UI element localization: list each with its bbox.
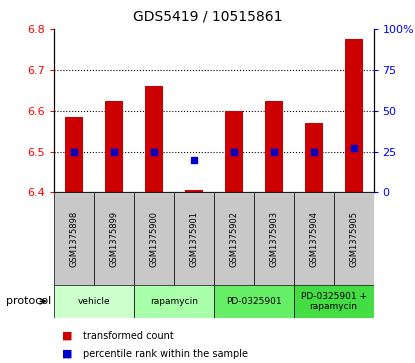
Point xyxy=(110,149,117,155)
Bar xyxy=(305,123,322,192)
Point xyxy=(310,149,317,155)
Bar xyxy=(254,192,294,285)
Text: GDS5419 / 10515861: GDS5419 / 10515861 xyxy=(133,9,282,23)
Text: transformed count: transformed count xyxy=(83,331,174,341)
Bar xyxy=(294,285,374,318)
Bar xyxy=(94,192,134,285)
Bar xyxy=(54,285,134,318)
Bar xyxy=(225,111,243,192)
Text: vehicle: vehicle xyxy=(78,297,110,306)
Bar xyxy=(134,192,174,285)
Bar xyxy=(134,285,214,318)
Text: GSM1375904: GSM1375904 xyxy=(309,211,318,267)
Bar xyxy=(145,86,163,192)
Point xyxy=(270,149,277,155)
Point xyxy=(151,149,157,155)
Point xyxy=(71,149,77,155)
Text: GSM1375900: GSM1375900 xyxy=(149,211,158,267)
Text: GSM1375903: GSM1375903 xyxy=(269,211,278,267)
Bar xyxy=(334,192,374,285)
Text: PD-0325901 +
rapamycin: PD-0325901 + rapamycin xyxy=(300,291,366,311)
Point xyxy=(230,149,237,155)
Text: rapamycin: rapamycin xyxy=(150,297,198,306)
Bar xyxy=(65,117,83,192)
Bar xyxy=(344,39,363,192)
Text: PD-0325901: PD-0325901 xyxy=(226,297,281,306)
Text: percentile rank within the sample: percentile rank within the sample xyxy=(83,349,248,359)
Text: GSM1375902: GSM1375902 xyxy=(229,211,238,267)
Bar xyxy=(265,101,283,192)
Text: GSM1375905: GSM1375905 xyxy=(349,211,358,267)
Bar xyxy=(214,192,254,285)
Bar xyxy=(214,285,294,318)
Text: ■: ■ xyxy=(62,349,73,359)
Bar xyxy=(105,101,123,192)
Point xyxy=(190,157,197,163)
Bar xyxy=(174,192,214,285)
Bar xyxy=(54,192,94,285)
Text: ■: ■ xyxy=(62,331,73,341)
Text: GSM1375901: GSM1375901 xyxy=(189,211,198,267)
Point xyxy=(350,146,357,151)
Text: GSM1375899: GSM1375899 xyxy=(110,211,118,267)
Bar xyxy=(294,192,334,285)
Text: GSM1375898: GSM1375898 xyxy=(69,211,78,267)
Text: protocol: protocol xyxy=(6,296,51,306)
Bar xyxy=(185,190,203,192)
